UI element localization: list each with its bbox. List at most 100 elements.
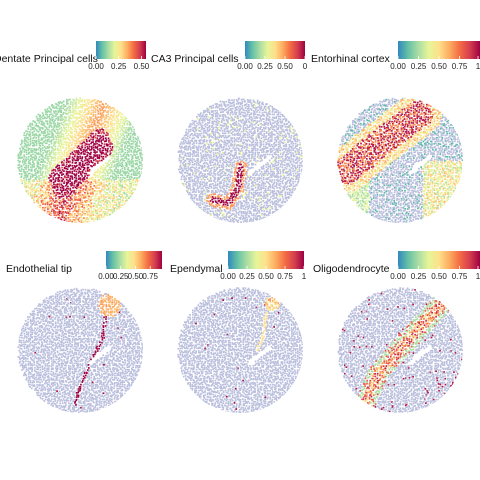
spot: [46, 123, 49, 126]
spot: [226, 164, 229, 166]
spot: [38, 142, 41, 145]
spot: [221, 100, 224, 103]
spot: [276, 161, 278, 164]
spot: [260, 149, 263, 151]
spot: [225, 109, 227, 111]
spot: [57, 192, 59, 194]
spot: [39, 153, 42, 155]
spot: [267, 122, 269, 124]
spot: [256, 101, 259, 103]
spot: [23, 134, 25, 137]
spot: [110, 169, 113, 171]
spot: [252, 105, 254, 107]
spot: [100, 209, 103, 212]
spot: [124, 164, 127, 167]
spot: [67, 179, 70, 182]
spot: [253, 157, 255, 160]
spot: [96, 142, 98, 145]
spot: [113, 165, 115, 168]
spot: [215, 129, 217, 131]
spot: [38, 126, 41, 129]
spot: [192, 129, 195, 132]
spot: [79, 194, 81, 197]
spot: [212, 110, 214, 112]
spot: [231, 111, 234, 114]
spot: [50, 113, 53, 115]
spot: [210, 167, 212, 170]
spot: [223, 146, 225, 148]
spot: [113, 168, 116, 171]
spot: [266, 106, 268, 109]
spot: [54, 179, 57, 181]
spot: [269, 166, 272, 169]
spot: [20, 150, 23, 152]
spot: [208, 130, 210, 132]
spot: [210, 143, 212, 145]
spot: [197, 136, 199, 139]
spot: [86, 122, 88, 124]
spot: [88, 174, 90, 177]
spot: [281, 135, 284, 137]
spot: [50, 167, 53, 169]
spot: [230, 129, 232, 131]
spot: [88, 157, 91, 160]
spot: [260, 179, 263, 182]
spot: [69, 180, 71, 183]
spot: [262, 126, 265, 129]
spot: [214, 163, 217, 166]
spot: [247, 105, 250, 108]
spot: [244, 157, 246, 160]
spot: [40, 122, 43, 125]
spot: [200, 126, 203, 128]
spot: [105, 193, 107, 195]
spot: [88, 169, 91, 171]
spot: [86, 212, 89, 215]
spot: [27, 185, 29, 188]
spot: [177, 168, 180, 171]
spot: [27, 190, 29, 192]
spot: [218, 182, 221, 185]
spot: [80, 132, 83, 135]
spot: [200, 172, 202, 175]
spot: [90, 106, 93, 108]
spot: [201, 124, 204, 127]
spot: [37, 113, 40, 116]
spot: [223, 104, 226, 107]
spot: [111, 140, 113, 143]
spot: [134, 189, 137, 191]
spot: [186, 172, 189, 174]
spot: [202, 134, 205, 137]
spot: [286, 171, 289, 173]
spot: [116, 109, 118, 112]
spot: [240, 107, 242, 110]
spot: [66, 190, 69, 192]
spot: [90, 123, 93, 126]
spot: [54, 170, 57, 172]
spot: [189, 172, 191, 175]
spot: [121, 194, 123, 196]
spot: [88, 143, 90, 146]
spot: [290, 145, 292, 148]
spot: [56, 211, 59, 214]
spot: [42, 117, 44, 120]
spot: [181, 153, 184, 155]
spot: [113, 210, 116, 212]
spot: [54, 201, 56, 204]
spot: [36, 176, 38, 178]
spot: [265, 126, 267, 129]
spot: [183, 134, 186, 137]
spot: [79, 187, 82, 189]
spot: [44, 172, 47, 175]
spot: [82, 221, 85, 223]
spot: [137, 135, 139, 138]
spot: [120, 115, 122, 118]
spot: [117, 200, 120, 203]
spot: [74, 166, 76, 169]
spot: [77, 181, 80, 184]
spot: [81, 100, 84, 103]
spot: [298, 157, 300, 160]
spot: [95, 105, 97, 107]
spot: [33, 148, 36, 150]
spot: [63, 109, 66, 111]
spot: [195, 125, 198, 127]
